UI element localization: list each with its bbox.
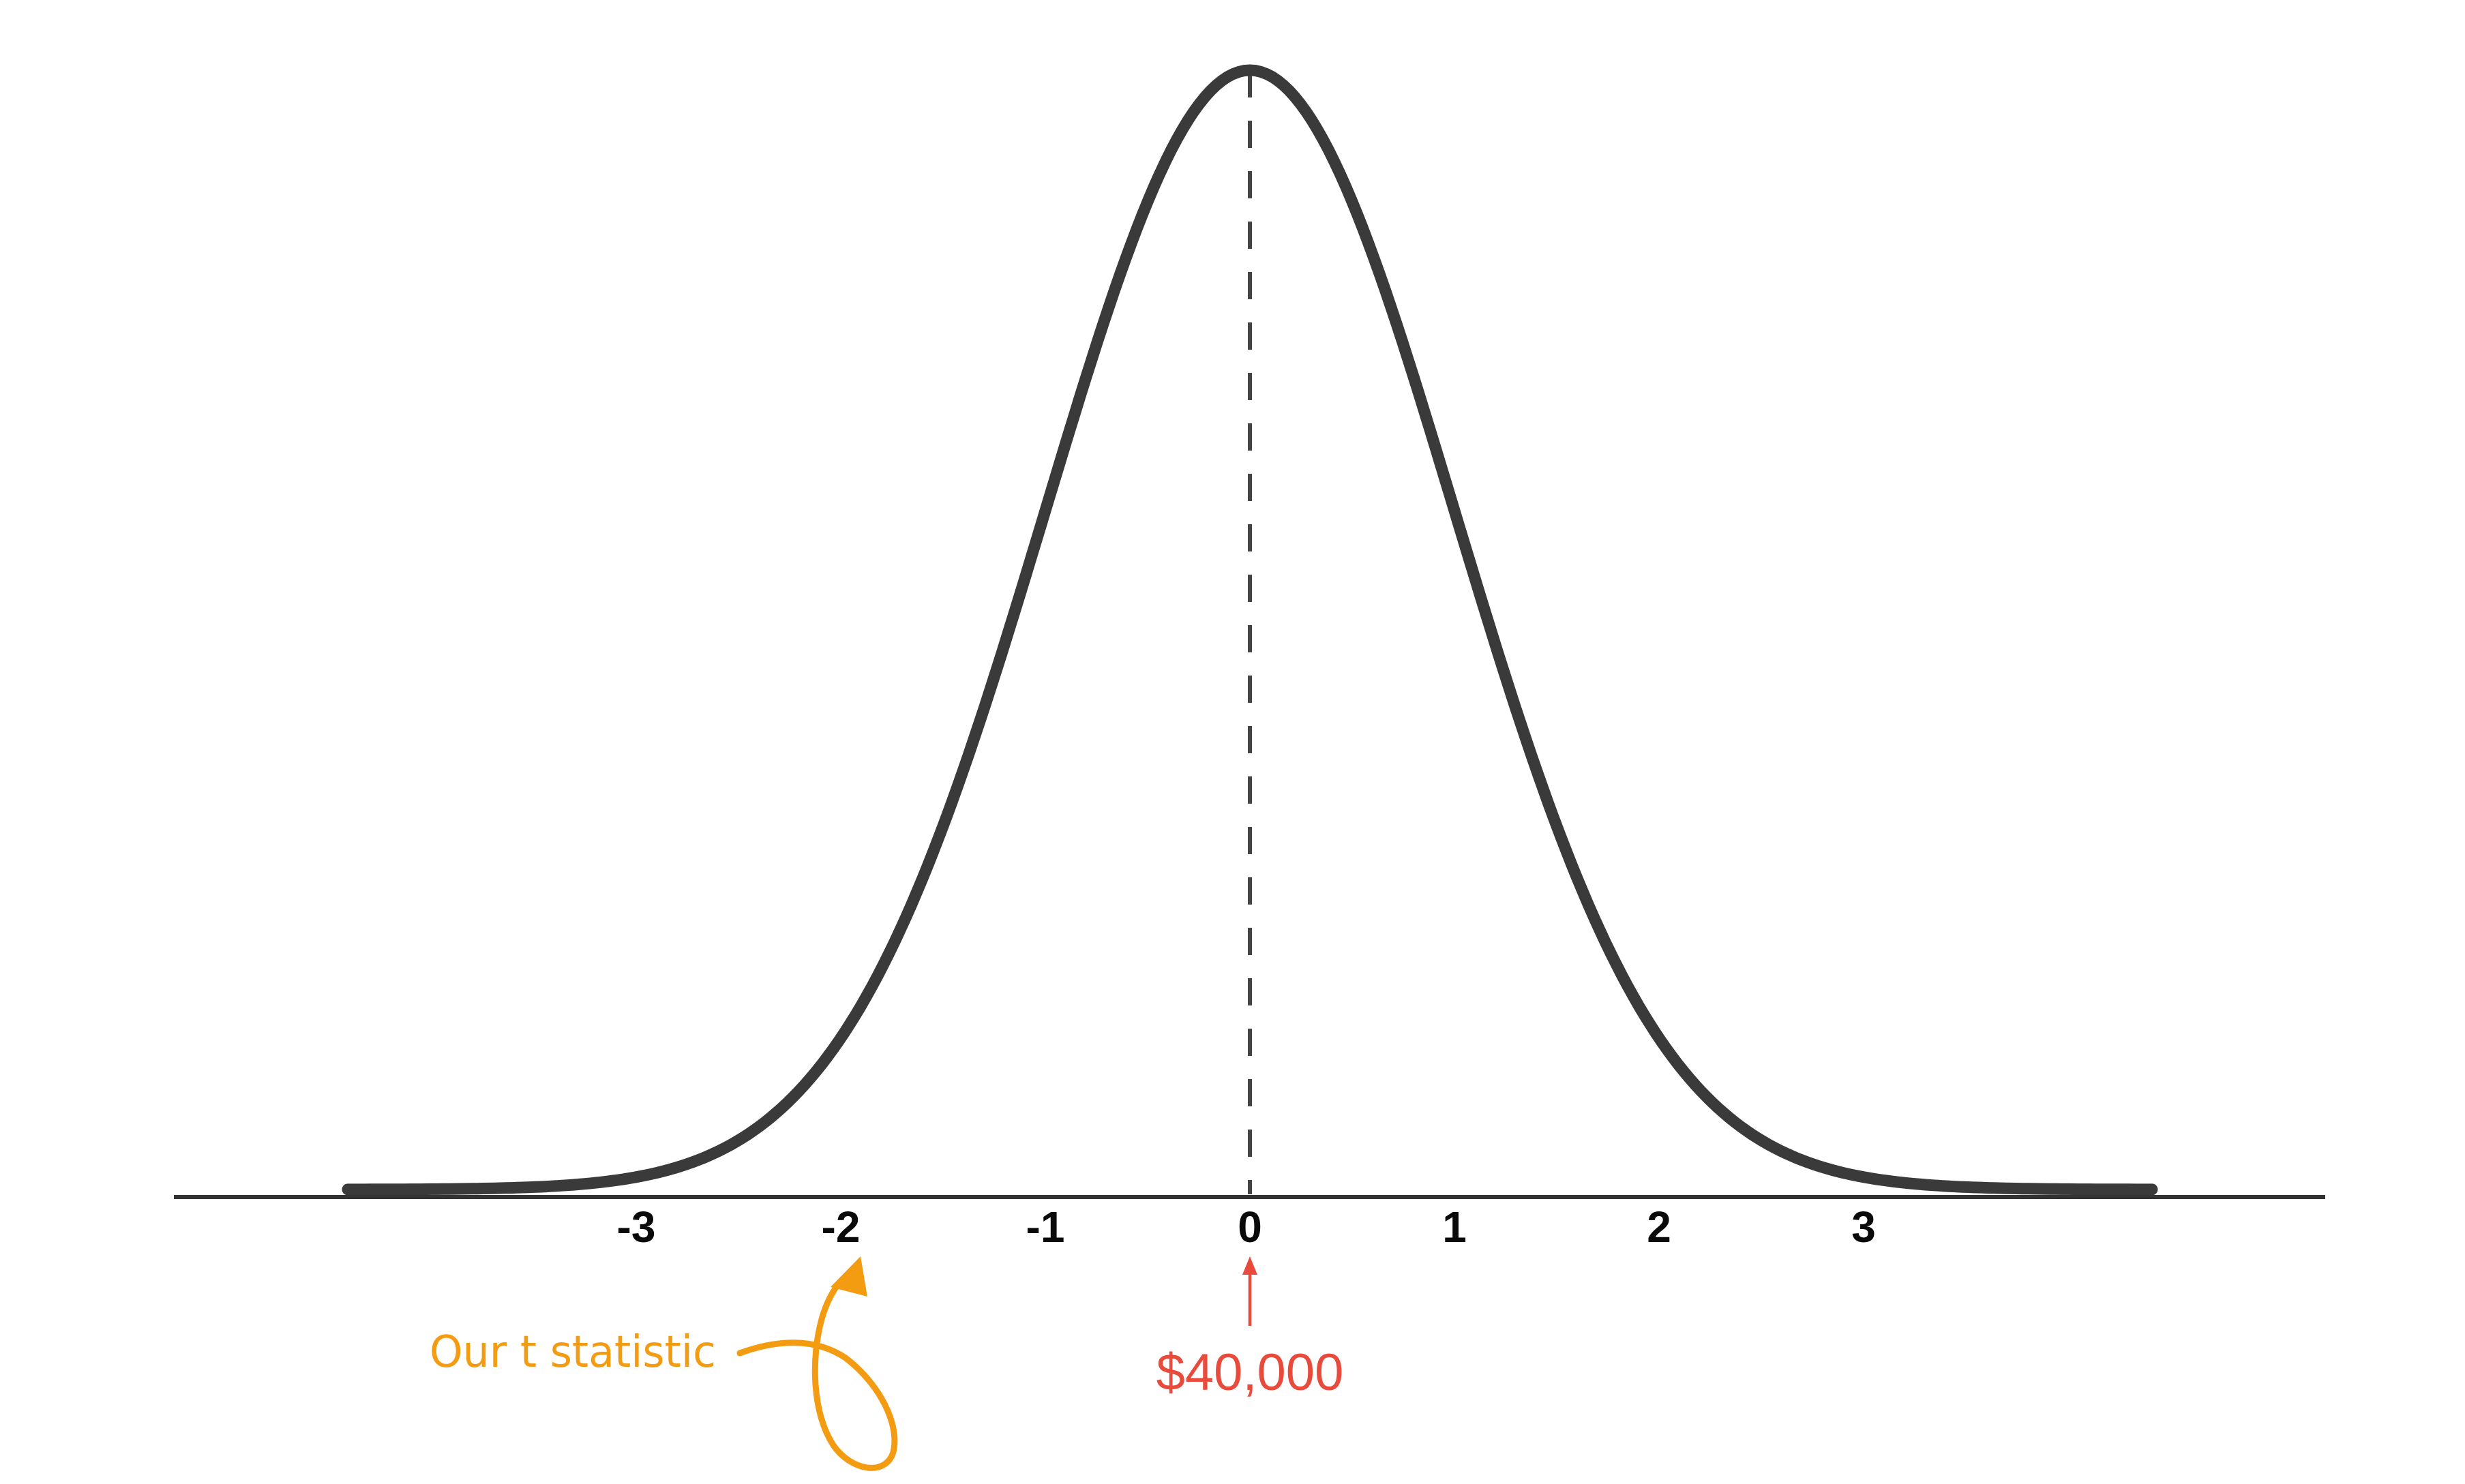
tick-label: 2 <box>1647 1202 1671 1252</box>
mean-annotation: $40,000 <box>1156 1256 1344 1402</box>
tick-label: 1 <box>1442 1202 1467 1252</box>
tick-label: -3 <box>617 1202 656 1252</box>
t-statistic-squiggle-arrow <box>736 1270 898 1471</box>
t-statistic-label: Our t statistic <box>430 1327 716 1378</box>
statistic-annotation: Our t statistic <box>430 1256 898 1471</box>
tick-label: -1 <box>1026 1202 1065 1252</box>
tick-label: 0 <box>1238 1202 1262 1252</box>
mean-value-label: $40,000 <box>1156 1344 1344 1402</box>
tick-label: 3 <box>1851 1202 1876 1252</box>
tick-labels: -3 -2 -1 0 1 2 3 <box>617 1202 1876 1252</box>
bell-curve <box>342 64 2158 1196</box>
t-statistic-arrow-head <box>831 1256 867 1297</box>
mean-arrow-head <box>1242 1256 1257 1275</box>
tick-label: -2 <box>822 1202 861 1252</box>
